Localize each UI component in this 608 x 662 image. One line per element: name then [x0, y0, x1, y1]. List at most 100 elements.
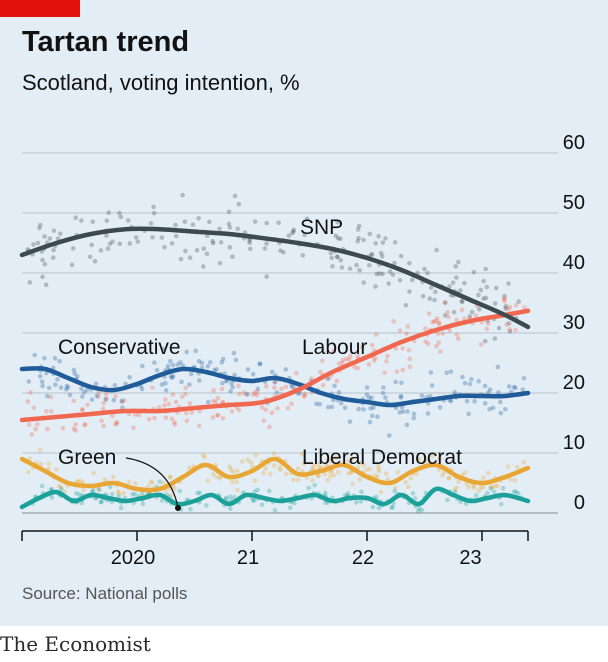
poll-dot — [113, 394, 118, 399]
poll-dot — [117, 241, 123, 247]
poll-dot — [251, 497, 257, 503]
poll-dot — [269, 369, 275, 375]
y-tick-label: 60 — [563, 132, 585, 154]
poll-dot — [35, 240, 41, 246]
poll-dot — [473, 493, 479, 498]
poll-dot — [416, 457, 422, 462]
poll-dot — [274, 390, 280, 395]
poll-dot — [406, 347, 412, 353]
poll-dot — [187, 401, 193, 406]
poll-dot — [513, 302, 519, 308]
poll-dot — [25, 399, 31, 404]
poll-dot — [87, 254, 93, 260]
poll-dot — [448, 369, 454, 374]
poll-dot — [65, 385, 71, 390]
poll-dot — [168, 374, 174, 379]
poll-dot — [390, 505, 395, 510]
poll-dot — [329, 404, 335, 410]
poll-dot — [247, 246, 253, 252]
poll-dot — [272, 507, 278, 513]
poll-dot — [96, 487, 102, 492]
poll-dot — [26, 422, 32, 427]
poll-dot — [271, 451, 277, 456]
poll-dot — [54, 467, 59, 472]
poll-dot — [310, 478, 315, 483]
poll-dot — [380, 271, 385, 277]
poll-dot — [72, 371, 78, 376]
poll-dot — [73, 422, 79, 427]
poll-dot — [82, 421, 88, 427]
poll-dot — [264, 274, 269, 279]
poll-dot — [229, 479, 235, 485]
poll-dot — [364, 467, 370, 472]
poll-dot — [428, 370, 434, 375]
poll-dot — [407, 356, 413, 362]
poll-dot — [355, 365, 361, 371]
poll-dot — [156, 405, 162, 410]
poll-dot — [188, 506, 193, 512]
poll-dot — [146, 416, 152, 422]
poll-dot — [338, 236, 343, 242]
poll-dot — [211, 388, 217, 393]
poll-dot — [459, 299, 465, 305]
label-snp: SNP — [300, 216, 343, 239]
poll-dot — [511, 489, 517, 495]
poll-dot — [505, 306, 511, 312]
poll-dot — [521, 375, 527, 381]
poll-dot — [204, 251, 210, 257]
poll-dot — [436, 320, 442, 326]
poll-dot — [263, 407, 269, 413]
poll-dot — [454, 485, 459, 491]
poll-dot — [383, 471, 389, 477]
poll-dot — [110, 239, 115, 245]
x-tick-label: 22 — [352, 547, 374, 569]
poll-dot — [446, 314, 451, 320]
poll-dot — [400, 409, 406, 414]
poll-dot — [483, 295, 489, 301]
poll-dot — [407, 260, 412, 266]
poll-dot — [384, 358, 389, 364]
poll-dot — [215, 412, 220, 418]
poll-dot — [220, 415, 226, 421]
poll-dot — [291, 229, 296, 234]
poll-dot — [247, 240, 252, 246]
poll-dot — [194, 248, 200, 253]
poll-dot — [371, 358, 377, 363]
poll-dot — [505, 464, 511, 469]
poll-dot — [32, 352, 37, 358]
poll-dot — [386, 281, 391, 286]
poll-dot — [355, 227, 361, 232]
poll-dot — [445, 309, 450, 315]
poll-dot — [98, 499, 104, 505]
poll-dot — [309, 376, 314, 381]
poll-dot — [276, 220, 281, 225]
poll-dot — [40, 274, 45, 280]
poll-dot — [485, 390, 491, 395]
poll-dot — [300, 253, 306, 258]
poll-dot — [367, 419, 373, 425]
poll-dot — [367, 263, 372, 268]
poll-dot — [263, 466, 268, 471]
poll-dot — [247, 238, 252, 243]
poll-dot — [423, 326, 428, 331]
poll-dot — [29, 432, 35, 437]
poll-dot — [357, 267, 362, 273]
poll-dot — [326, 404, 331, 410]
poll-dot — [425, 270, 430, 276]
poll-dot — [285, 405, 291, 411]
poll-dot — [294, 370, 299, 376]
poll-dot — [35, 422, 40, 427]
poll-dot — [290, 230, 295, 236]
poll-dot — [329, 458, 335, 463]
poll-dot — [408, 476, 414, 481]
poll-dot — [352, 364, 357, 370]
poll-dot — [501, 296, 507, 302]
poll-dot — [356, 235, 361, 241]
poll-dot — [210, 415, 216, 420]
poll-dot — [476, 378, 481, 384]
poll-dot — [423, 458, 428, 464]
poll-dot — [507, 329, 513, 334]
poll-dot — [483, 266, 489, 272]
poll-dot — [404, 422, 410, 428]
poll-dot — [318, 369, 323, 375]
